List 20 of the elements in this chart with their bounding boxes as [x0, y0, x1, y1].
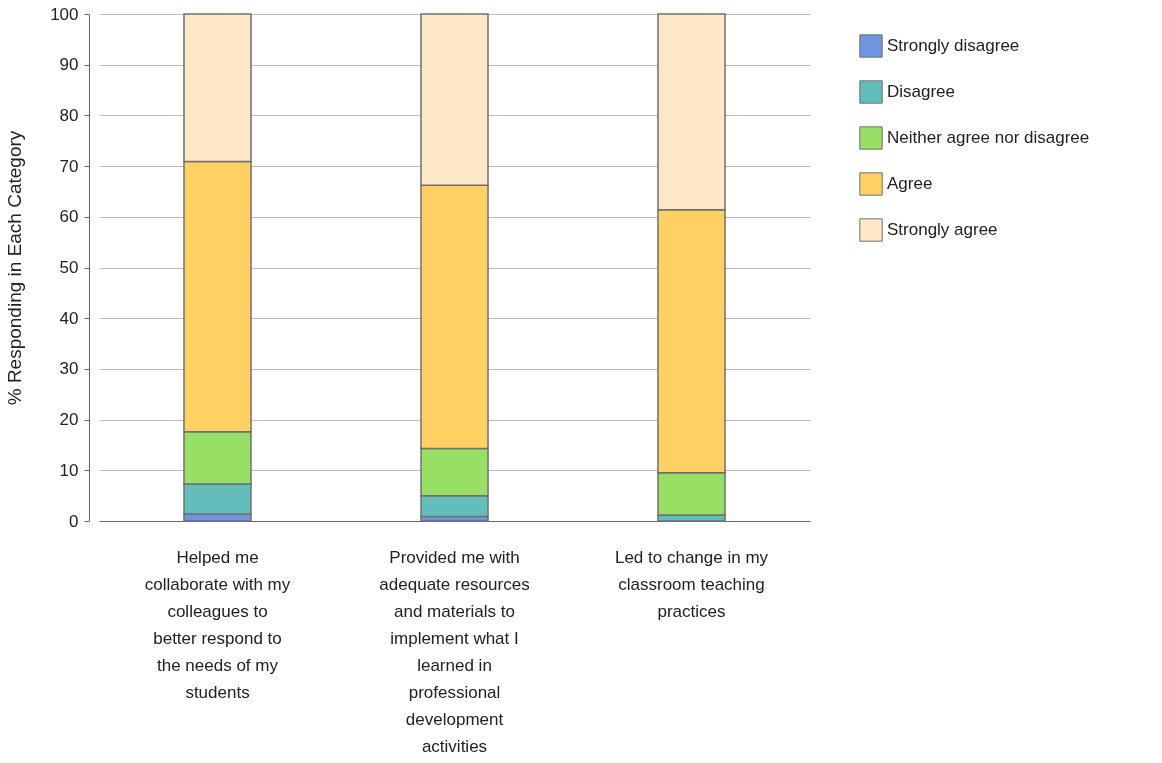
y-tick-label: 10 [59, 460, 79, 480]
legend-label: Disagree [887, 82, 956, 101]
y-tick-label: 90 [59, 55, 79, 75]
y-tick-label: 80 [59, 105, 79, 125]
x-tick-label: Led to change in my classroom teaching practices [614, 547, 769, 621]
legend-label: Neither agree nor disagree [887, 128, 1090, 147]
y-tick-label: 30 [59, 359, 79, 379]
legend-label: Strongly disagree [887, 36, 1020, 55]
x-tick-label: Helped me collaborate with my colleagues to better respond to the needs of my students [144, 547, 291, 702]
y-tick-label: 0 [69, 511, 79, 531]
legend-label: Agree [887, 174, 933, 193]
y-tick-label: 70 [59, 156, 79, 176]
legend-label: Strongly agree [887, 220, 998, 239]
y-tick-label: 60 [59, 207, 79, 227]
y-tick-label: 100 [50, 4, 79, 24]
y-tick-label: 20 [59, 410, 79, 430]
x-tick-label: Provided me with adequate resources and materials to implement what I learned in professional development activities [379, 547, 530, 756]
y-axis-title: % Responding in Each Category [4, 130, 26, 406]
y-tick-label: 50 [59, 258, 79, 277]
y-tick-label: 40 [59, 308, 79, 328]
